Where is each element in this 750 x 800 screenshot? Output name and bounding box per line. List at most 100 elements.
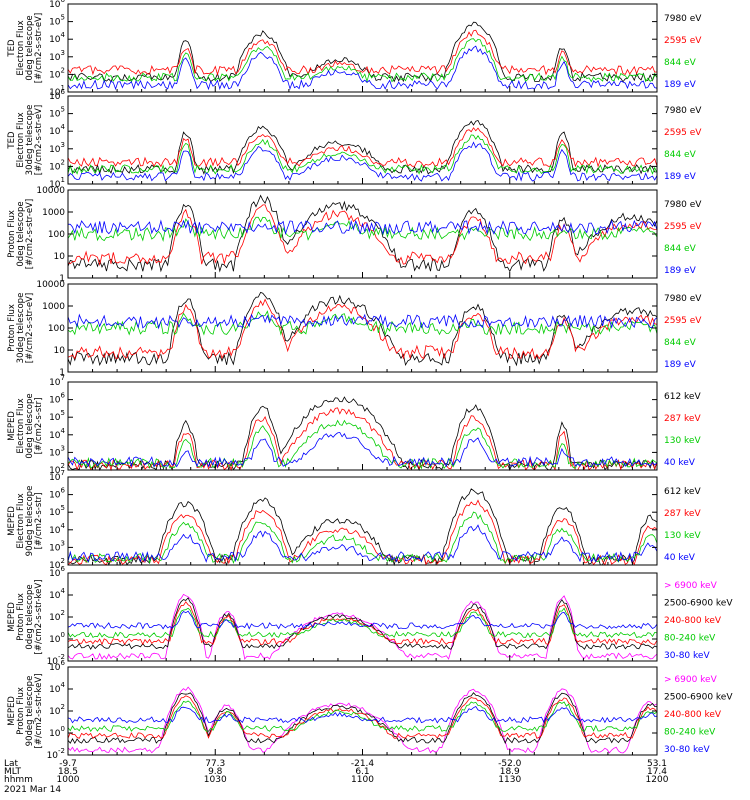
- series-line-5: [67, 705, 658, 724]
- series-line-1: [67, 593, 658, 660]
- panel-3: 1 10 100 1000 10000 Proton Flux 0deg telescope…: [7, 186, 702, 284]
- series-line-1: [67, 21, 658, 83]
- series-line-4: [67, 607, 658, 639]
- y-tick-label: 100: [49, 631, 65, 645]
- legend-entry-2: 2595 eV: [664, 316, 702, 326]
- x-tick-value: 1200: [646, 775, 669, 785]
- y-axis-label: MEPED: [7, 696, 17, 726]
- legend-entry-1: 7980 eV: [664, 14, 702, 24]
- y-tick-label: 107: [49, 374, 65, 388]
- legend-entry-4: 189 eV: [664, 360, 697, 370]
- y-tick-label: 105: [49, 106, 65, 120]
- y-tick-label: 10-2: [47, 653, 65, 667]
- legend-entry-1: > 6900 keV: [664, 675, 718, 685]
- y-axis-label: [#/cm2-s-str]: [34, 493, 44, 550]
- x-tick-value: 1030: [204, 775, 227, 785]
- series-line-3: [67, 511, 658, 565]
- series-line-4: [67, 313, 658, 330]
- y-axis-label: Proton Flux: [16, 593, 26, 641]
- y-axis-label: Proton Flux: [7, 304, 17, 352]
- y-tick-label: 102: [49, 462, 65, 476]
- y-tick-label: 106: [49, 0, 65, 10]
- y-tick-label: 102: [49, 557, 65, 571]
- y-axis-label: 90deg telescope: [25, 676, 35, 747]
- legend-entry-1: 7980 eV: [664, 200, 702, 210]
- y-tick-label: 10: [54, 252, 66, 262]
- x-tick-value: 17.4: [647, 767, 667, 777]
- panel-7: 10-2 100 102 104 106 MEPED Proton Flux 0deg tel…: [7, 565, 733, 667]
- series-line-2: [67, 298, 658, 360]
- y-tick-label: 104: [49, 123, 65, 137]
- y-tick-label: 10000: [36, 186, 65, 196]
- x-tick-value: 18.9: [500, 767, 520, 777]
- x-tick-value: 1000: [57, 775, 80, 785]
- series-line-1: [67, 291, 658, 367]
- y-tick-label: 105: [49, 14, 65, 28]
- series-line-1: [67, 396, 658, 471]
- series-line-2: [67, 597, 658, 651]
- y-axis-label: 0deg telescope: [25, 584, 35, 649]
- x-tick-value: -21.4: [351, 759, 375, 769]
- x-tick-value: 9.8: [208, 767, 223, 777]
- legend-entry-4: 80-240 keV: [664, 728, 716, 738]
- x-tick-value: 6.1: [355, 767, 369, 777]
- y-axis-label: [#/cm2-s-str-eV]: [34, 13, 44, 83]
- y-axis-label: [#/cm2-s-str-eV]: [25, 199, 35, 269]
- y-axis-label: MEPED: [7, 411, 17, 441]
- y-axis-label: [#/cm2-s-str-keV]: [34, 674, 44, 749]
- legend-entry-1: > 6900 keV: [664, 581, 718, 591]
- series-line-4: [67, 219, 658, 236]
- series-line-3: [67, 216, 658, 242]
- y-axis-label: [#/cm2-s-str]: [34, 398, 44, 455]
- series-line-4: [67, 700, 658, 733]
- legend-entry-2: 2595 eV: [664, 36, 702, 46]
- y-tick-label: 104: [49, 427, 65, 441]
- y-axis-label: [#/cm2-s-str-keV]: [34, 580, 44, 655]
- y-axis-label: Proton Flux: [16, 687, 26, 735]
- x-tick-value: 1130: [498, 775, 521, 785]
- y-axis-label: [#/cm2-s-str-eV]: [25, 293, 35, 363]
- y-axis-label: 0deg telescope: [25, 15, 35, 80]
- y-tick-label: 106: [49, 88, 65, 102]
- y-axis-label: Electron Flux: [16, 20, 26, 75]
- y-axis-label: [#/cm2-s-str-eV]: [34, 105, 44, 175]
- x-tick-value: -52.0: [498, 759, 522, 769]
- y-axis-label: 30deg telescope: [25, 105, 35, 176]
- series-line-5: [67, 610, 658, 630]
- series-line-3: [67, 38, 658, 83]
- x-tick-value: -9.7: [59, 759, 77, 769]
- y-axis-label: Electron Flux: [16, 493, 26, 548]
- x-tick-value: 77.3: [205, 759, 225, 769]
- legend-entry-3: 240-800 keV: [664, 616, 722, 626]
- y-tick-label: 102: [49, 703, 65, 717]
- series-line-2: [67, 204, 658, 267]
- legend-entry-1: 7980 eV: [664, 294, 702, 304]
- legend-entry-1: 612 keV: [664, 392, 701, 402]
- series-line-1: [67, 686, 658, 754]
- y-tick-label: 106: [49, 565, 65, 579]
- legend-entry-4: 189 eV: [664, 266, 697, 276]
- y-tick-label: 1: [59, 274, 65, 284]
- y-tick-label: 10: [54, 346, 66, 356]
- legend-entry-2: 287 keV: [664, 509, 701, 519]
- series-line-2: [67, 499, 658, 566]
- y-tick-label: 103: [49, 444, 65, 458]
- x-tick-value: 1100: [351, 775, 374, 785]
- legend-entry-3: 844 eV: [664, 58, 697, 68]
- y-axis-label: 30deg telescope: [16, 293, 26, 364]
- legend-entry-4: 189 eV: [664, 80, 697, 90]
- y-tick-label: 103: [49, 539, 65, 553]
- series-line-1: [67, 194, 658, 273]
- x-row-label: MLT: [4, 767, 22, 777]
- panel-frame: [67, 3, 658, 93]
- y-tick-label: 1000: [42, 208, 65, 218]
- legend-entry-3: 130 keV: [664, 436, 701, 446]
- y-tick-label: 105: [49, 409, 65, 423]
- legend-entry-2: 287 keV: [664, 414, 701, 424]
- y-axis-label: Electron Flux: [16, 112, 26, 167]
- y-axis-label: Electron Flux: [16, 398, 26, 453]
- y-tick-label: 104: [49, 681, 65, 695]
- date-label: 2021 Mar 14: [4, 785, 61, 795]
- y-tick-label: 100: [48, 324, 65, 334]
